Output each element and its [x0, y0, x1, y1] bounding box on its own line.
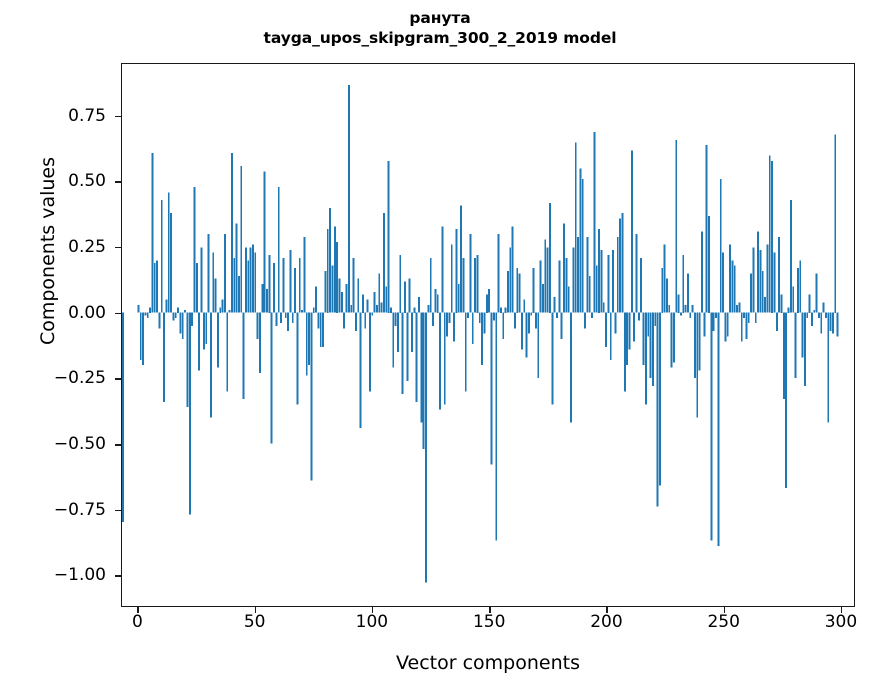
chart-title-line-1: ранута — [409, 9, 471, 27]
x-tick-mark — [137, 607, 139, 613]
y-tick-mark — [115, 378, 121, 380]
y-tick-label: −0.75 — [53, 499, 106, 520]
chart-title: ранута tayga_upos_skipgram_300_2_2019 mo… — [0, 8, 880, 48]
y-tick-label: 0.25 — [68, 236, 106, 257]
y-tick-label: 0.50 — [68, 171, 106, 192]
x-tick-label: 250 — [707, 612, 740, 632]
chart-title-line-2: tayga_upos_skipgram_300_2_2019 model — [263, 29, 617, 47]
y-tick-mark — [115, 115, 121, 118]
x-tick-mark — [371, 607, 374, 613]
x-tick-mark — [254, 607, 257, 613]
y-tick-mark — [115, 246, 121, 249]
x-tick-label: 100 — [355, 612, 389, 632]
x-tick-label: 300 — [824, 612, 858, 632]
x-tick-label: 50 — [243, 612, 266, 632]
x-tick-label: 150 — [472, 612, 506, 632]
y-tick-mark — [115, 181, 121, 183]
x-axis-label: Vector components — [396, 652, 580, 674]
x-tick-mark — [840, 607, 843, 613]
y-tick-label: −0.50 — [53, 434, 106, 455]
y-tick-mark — [115, 312, 121, 315]
y-axis-ticks: 0.75 0.50 0.25 0.00 −0.25 −0.50 −0.75 −1.00 — [6, 63, 106, 607]
y-axis-label: Components values — [37, 156, 59, 346]
x-tick-mark — [723, 607, 726, 613]
x-axis-ticks: 0 50 100 150 200 250 300 — [121, 612, 858, 642]
x-tick-mark — [606, 607, 608, 613]
y-tick-mark — [115, 444, 121, 446]
bar-series-canvas — [122, 84, 839, 583]
y-tick-label: 0.75 — [68, 105, 106, 126]
y-tick-label: −1.00 — [53, 565, 106, 586]
y-tick-mark — [115, 575, 121, 577]
x-tick-mark — [489, 607, 491, 613]
x-tick-label: 200 — [590, 612, 623, 632]
y-tick-mark — [115, 509, 121, 512]
y-tick-label: 0.00 — [68, 302, 106, 323]
plot-area — [121, 63, 855, 607]
x-tick-label: 0 — [131, 612, 143, 632]
y-tick-label: −0.25 — [53, 368, 106, 389]
